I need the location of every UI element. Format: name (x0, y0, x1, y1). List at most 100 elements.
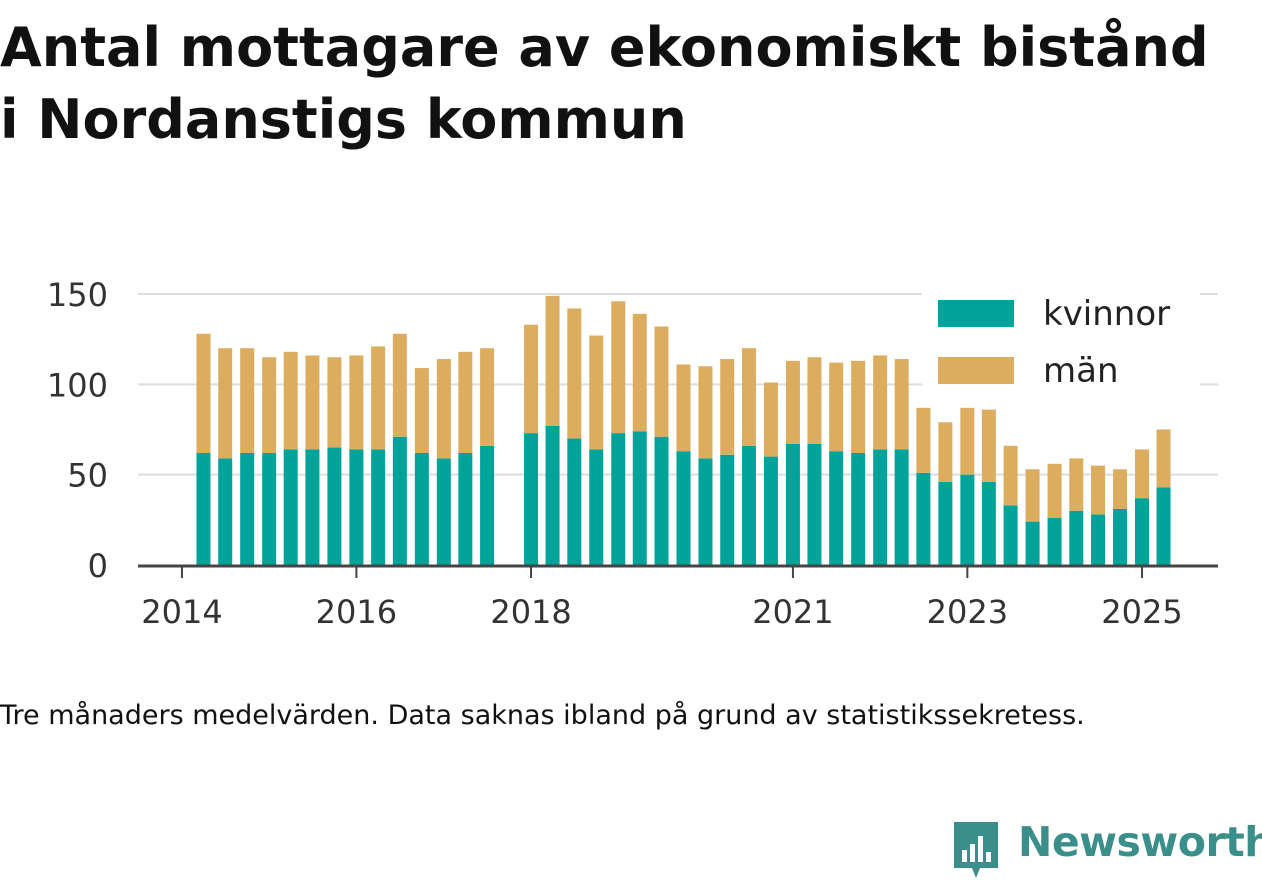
x-axis (138, 564, 1218, 578)
bar-kvinnor-2017-01 (436, 458, 451, 565)
bar-man-2014-04 (196, 333, 211, 453)
bar-kvinnor-2023-07 (1003, 505, 1018, 565)
bar-kvinnor-2023-04 (981, 481, 996, 565)
bar-kvinnor-2024-10 (1113, 508, 1128, 565)
bar-man-2024-07 (1091, 465, 1106, 515)
chart-title-line-2: i Nordanstigs kommun (0, 88, 687, 151)
bar-kvinnor-2024-07 (1091, 514, 1106, 565)
legend-label-kvinnor: kvinnor (1043, 294, 1170, 334)
bar-man-2018-10 (589, 335, 604, 450)
legend-label-man: män (1043, 351, 1119, 391)
bar-man-2020-04 (720, 359, 735, 455)
bar-kvinnor-2016-07 (392, 436, 407, 565)
x-tick-label-2025: 2025 (1101, 593, 1182, 631)
bar-man-2019-01 (611, 301, 626, 434)
bar-man-2019-04 (632, 313, 647, 432)
bar-man-2021-01 (785, 360, 800, 444)
bar-man-2021-07 (829, 362, 844, 452)
y-axis-labels: 0 50 100 150 (47, 276, 108, 585)
bar-man-2021-10 (851, 360, 866, 453)
y-tick-label-50: 50 (67, 457, 108, 495)
bar-man-2025-04 (1156, 429, 1171, 488)
bar-kvinnor-2019-07 (654, 436, 669, 565)
bar-man-2017-04 (458, 351, 473, 453)
x-tick-label-2018: 2018 (490, 593, 571, 631)
bar-kvinnor-2018-01 (524, 433, 539, 565)
bar-kvinnor-2017-07 (480, 445, 495, 565)
newsworthy-logo-icon (954, 822, 998, 878)
bar-kvinnor-2015-01 (262, 452, 277, 565)
bar-kvinnor-2022-04 (894, 449, 909, 565)
bar-kvinnor-2025-01 (1135, 498, 1150, 565)
bar-kvinnor-2021-01 (785, 443, 800, 565)
chart-note: Tre månaders medelvärden. Data saknas ib… (0, 700, 1085, 731)
chart-title-line-1: Antal mottagare av ekonomiskt bistånd (0, 16, 1209, 79)
bar-kvinnor-2015-04 (283, 449, 298, 565)
bar-kvinnor-2016-04 (371, 449, 386, 565)
bar-man-2024-10 (1113, 469, 1128, 509)
bar-kvinnor-2015-07 (305, 449, 320, 565)
x-tick-label-2023: 2023 (927, 593, 1008, 631)
bar-man-2015-10 (327, 357, 342, 448)
bar-kvinnor-2014-04 (196, 452, 211, 565)
bar-kvinnor-2016-10 (414, 452, 429, 565)
x-axis-labels: 2014 2016 2018 2021 2023 2025 (141, 593, 1182, 631)
bar-man-2022-10 (938, 422, 953, 482)
bar-kvinnor-2014-07 (218, 458, 233, 565)
x-tick-label-2021: 2021 (752, 593, 833, 631)
bar-kvinnor-2018-04 (545, 425, 560, 565)
bar-kvinnor-2020-07 (741, 445, 756, 565)
bar-kvinnor-2021-07 (829, 451, 844, 565)
bar-kvinnor-2020-04 (720, 454, 735, 565)
y-tick-label-150: 150 (47, 276, 108, 314)
bar-man-2019-07 (654, 326, 669, 437)
bar-man-2023-07 (1003, 445, 1018, 506)
bar-kvinnor-2023-10 (1025, 521, 1040, 565)
bar-man-2015-04 (283, 351, 298, 450)
bar-kvinnor-2017-04 (458, 452, 473, 565)
chart-title: Antal mottagare av ekonomiskt bistånd i … (0, 12, 1262, 156)
bar-kvinnor-2022-01 (873, 449, 888, 565)
bar-man-2020-01 (698, 366, 713, 459)
bar-kvinnor-2019-10 (676, 451, 691, 565)
bar-kvinnor-2020-01 (698, 458, 713, 565)
bar-kvinnor-2022-07 (916, 472, 931, 565)
bar-man-2024-01 (1047, 463, 1062, 519)
y-tick-label-0: 0 (88, 547, 108, 585)
legend-swatch-kvinnor (938, 300, 1014, 327)
bar-man-2017-01 (436, 359, 451, 459)
bar-man-2020-10 (763, 382, 778, 457)
bar-kvinnor-2016-01 (349, 449, 364, 565)
bar-man-2016-07 (392, 333, 407, 437)
bar-man-2022-01 (873, 355, 888, 450)
bar-man-2015-07 (305, 355, 320, 450)
bar-man-2016-10 (414, 368, 429, 453)
newsworthy-logo: Newsworthy (950, 818, 1262, 880)
bar-man-2016-01 (349, 355, 364, 450)
bar-man-2021-04 (807, 357, 822, 444)
bar-kvinnor-2020-10 (763, 456, 778, 565)
bar-kvinnor-2018-07 (567, 438, 582, 565)
bar-man-2018-07 (567, 308, 582, 439)
bar-man-2022-07 (916, 407, 931, 473)
bar-man-2017-07 (480, 348, 495, 446)
bar-kvinnor-2021-10 (851, 452, 866, 565)
bar-kvinnor-2025-04 (1156, 487, 1171, 565)
bar-man-2018-04 (545, 295, 560, 426)
bar-kvinnor-2019-04 (632, 431, 647, 565)
bar-man-2015-01 (262, 357, 277, 453)
bars (196, 295, 1171, 565)
bar-kvinnor-2019-01 (611, 433, 626, 565)
bar-kvinnor-2021-04 (807, 443, 822, 565)
bar-kvinnor-2024-01 (1047, 518, 1062, 565)
bar-man-2016-04 (371, 346, 386, 450)
bar-man-2023-04 (981, 409, 996, 482)
bar-kvinnor-2022-10 (938, 481, 953, 565)
x-tick-label-2014: 2014 (141, 593, 222, 631)
bar-kvinnor-2023-01 (960, 474, 975, 565)
bar-man-2019-10 (676, 364, 691, 452)
bar-kvinnor-2018-10 (589, 449, 604, 565)
bar-man-2023-10 (1025, 469, 1040, 522)
bar-man-2020-07 (741, 348, 756, 446)
